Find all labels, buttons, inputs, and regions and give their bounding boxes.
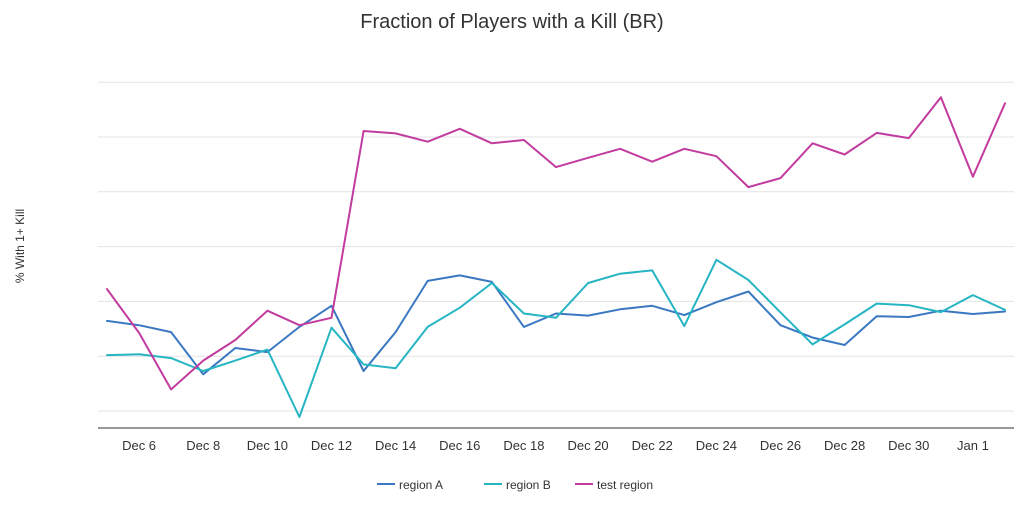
legend: region A region B test region: [377, 478, 653, 492]
series-lines: [106, 96, 1006, 418]
x-tick-label: Dec 26: [760, 438, 801, 453]
chart-title: Fraction of Players with a Kill (BR): [360, 11, 663, 33]
y-axis-label: % With 1+ Kill: [13, 209, 27, 283]
x-tick-label: Dec 8: [186, 438, 220, 453]
x-tick-label: Dec 10: [247, 438, 288, 453]
x-tick-label: Dec 28: [824, 438, 865, 453]
x-tick-label: Dec 22: [632, 438, 673, 453]
x-tick-label: Dec 12: [311, 438, 352, 453]
x-tick-label: Dec 16: [439, 438, 480, 453]
gridlines: [98, 81, 1014, 412]
x-tick-label: Dec 24: [696, 438, 737, 453]
series-line-test-region: [106, 96, 1006, 391]
x-tick-label: Dec 14: [375, 438, 416, 453]
x-tick-label: Dec 20: [567, 438, 608, 453]
x-axis-ticks: Dec 6 Dec 8 Dec 10 Dec 12 Dec 14 Dec 16 Dec 18…: [122, 438, 989, 453]
x-tick-label: Dec 6: [122, 438, 156, 453]
x-tick-label: Dec 18: [503, 438, 544, 453]
legend-label: region A: [399, 478, 443, 492]
series-line-region-B: [106, 258, 1006, 418]
series-line-region-A: [106, 274, 1006, 376]
x-tick-label: Dec 30: [888, 438, 929, 453]
legend-label: test region: [597, 478, 653, 492]
x-tick-label: Jan 1: [957, 438, 989, 453]
legend-label: region B: [506, 478, 551, 492]
